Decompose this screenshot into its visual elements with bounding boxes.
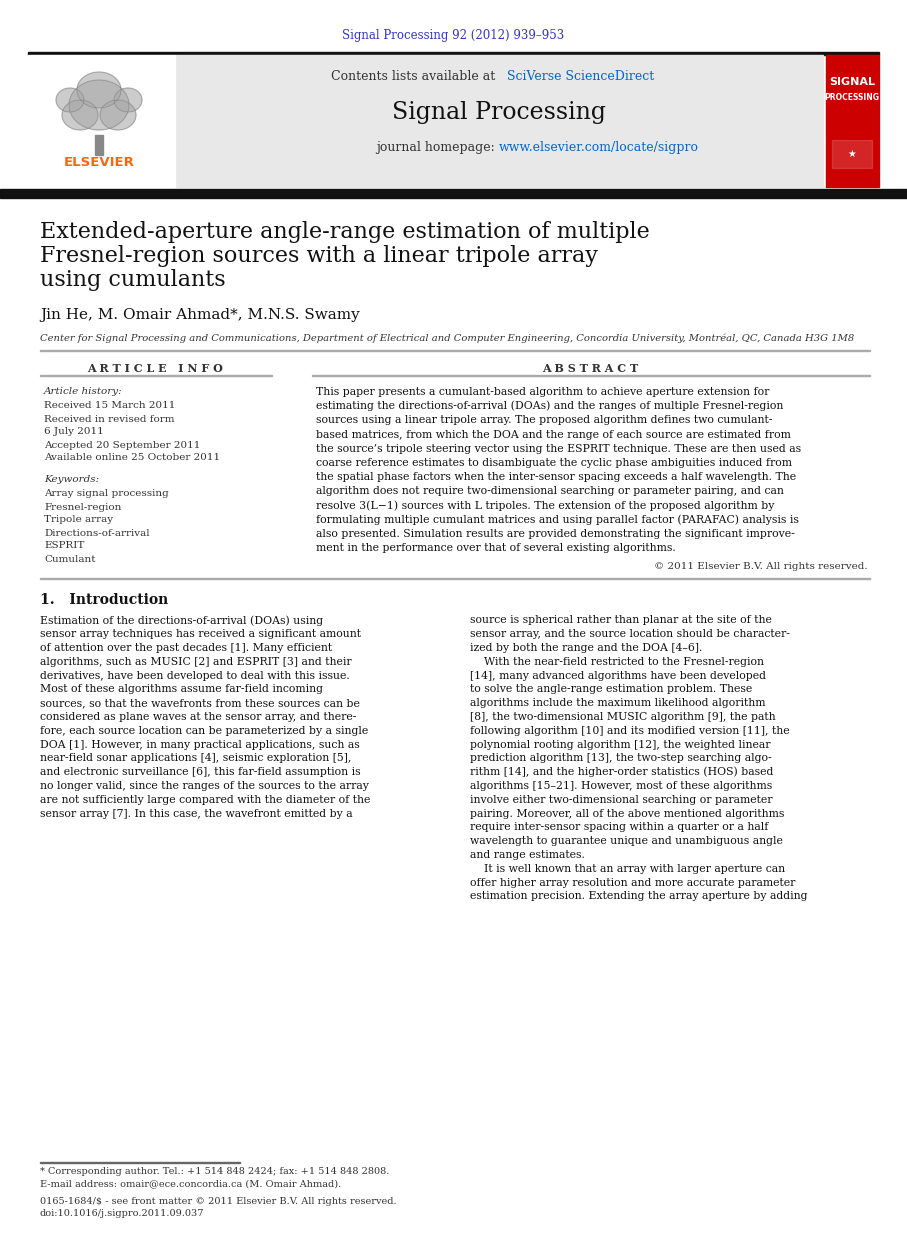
Text: Estimation of the directions-of-arrival (DOAs) using: Estimation of the directions-of-arrival … [40, 615, 323, 625]
Text: near-field sonar applications [4], seismic exploration [5],: near-field sonar applications [4], seism… [40, 754, 351, 764]
Text: Jin He, M. Omair Ahmad*, M.N.S. Swamy: Jin He, M. Omair Ahmad*, M.N.S. Swamy [40, 308, 360, 322]
Text: A B S T R A C T: A B S T R A C T [541, 363, 639, 374]
Text: also presented. Simulation results are provided demonstrating the significant im: also presented. Simulation results are p… [316, 529, 795, 539]
Text: the spatial phase factors when the inter-sensor spacing exceeds a half wavelengt: the spatial phase factors when the inter… [316, 472, 796, 482]
Text: Tripole array: Tripole array [44, 515, 113, 525]
Text: ESPRIT: ESPRIT [44, 541, 84, 551]
Text: of attention over the past decades [1]. Many efficient: of attention over the past decades [1]. … [40, 643, 332, 652]
Text: following algorithm [10] and its modified version [11], the: following algorithm [10] and its modifie… [470, 725, 790, 735]
Text: the source’s tripole steering vector using the ESPRIT technique. These are then : the source’s tripole steering vector usi… [316, 443, 801, 454]
Text: prediction algorithm [13], the two-step searching algo-: prediction algorithm [13], the two-step … [470, 754, 772, 764]
Bar [0, 189, 907, 198]
Text: estimating the directions-of-arrival (DOAs) and the ranges of multiple Fresnel-r: estimating the directions-of-arrival (DO… [316, 401, 784, 411]
Text: require inter-sensor spacing within a quarter or a half: require inter-sensor spacing within a qu… [470, 822, 768, 832]
Text: Article history:: Article history: [44, 387, 122, 396]
Text: 1.   Introduction: 1. Introduction [40, 593, 169, 608]
Text: E-mail address: omair@ece.concordia.ca (M. Omair Ahmad).: E-mail address: omair@ece.concordia.ca (… [40, 1180, 341, 1188]
Text: Directions-of-arrival: Directions-of-arrival [44, 529, 150, 537]
Bar [826, 54, 879, 187]
Text: formulating multiple cumulant matrices and using parallel factor (PARAFAC) analy: formulating multiple cumulant matrices a… [316, 515, 799, 525]
Text: PROCESSING: PROCESSING [824, 93, 880, 102]
Text: polynomial rooting algorithm [12], the weighted linear: polynomial rooting algorithm [12], the w… [470, 739, 771, 749]
Text: Contents lists available at: Contents lists available at [331, 71, 499, 83]
Text: [8], the two-dimensional MUSIC algorithm [9], the path: [8], the two-dimensional MUSIC algorithm… [470, 712, 775, 722]
Polygon shape [100, 100, 136, 130]
Bar [175, 54, 823, 187]
Text: Signal Processing 92 (2012) 939–953: Signal Processing 92 (2012) 939–953 [342, 30, 564, 42]
Text: based matrices, from which the DOA and the range of each source are estimated fr: based matrices, from which the DOA and t… [316, 430, 791, 439]
Text: Fresnel-region sources with a linear tripole array: Fresnel-region sources with a linear tri… [40, 245, 598, 267]
Text: Array signal processing: Array signal processing [44, 489, 169, 499]
Text: SIGNAL: SIGNAL [829, 77, 875, 87]
Text: It is well known that an array with larger aperture can: It is well known that an array with larg… [470, 864, 785, 874]
Text: resolve 3(L−1) sources with L tripoles. The extension of the proposed algorithm : resolve 3(L−1) sources with L tripoles. … [316, 500, 775, 511]
Text: algorithm does not require two-dimensional searching or parameter pairing, and c: algorithm does not require two-dimension… [316, 487, 784, 496]
Text: * Corresponding author. Tel.: +1 514 848 2424; fax: +1 514 848 2808.: * Corresponding author. Tel.: +1 514 848… [40, 1167, 389, 1176]
Text: sources using a linear tripole array. The proposed algorithm defines two cumulan: sources using a linear tripole array. Th… [316, 416, 773, 426]
Text: pairing. Moreover, all of the above mentioned algorithms: pairing. Moreover, all of the above ment… [470, 808, 785, 818]
Text: A R T I C L E   I N F O: A R T I C L E I N F O [87, 363, 223, 374]
Polygon shape [114, 88, 142, 111]
Text: algorithms, such as MUSIC [2] and ESPRIT [3] and their: algorithms, such as MUSIC [2] and ESPRIT… [40, 657, 352, 667]
Text: www.elsevier.com/locate/sigpro: www.elsevier.com/locate/sigpro [499, 141, 699, 155]
Text: Fresnel-region: Fresnel-region [44, 503, 122, 511]
Polygon shape [62, 100, 98, 130]
Text: This paper presents a cumulant-based algorithm to achieve aperture extension for: This paper presents a cumulant-based alg… [316, 387, 769, 397]
Text: 6 July 2011: 6 July 2011 [44, 427, 103, 437]
Polygon shape [69, 80, 129, 130]
Text: 0165-1684/$ - see front matter © 2011 Elsevier B.V. All rights reserved.: 0165-1684/$ - see front matter © 2011 El… [40, 1197, 396, 1207]
Text: With the near-field restricted to the Fresnel-region: With the near-field restricted to the Fr… [470, 657, 764, 667]
Text: Extended-aperture angle-range estimation of multiple: Extended-aperture angle-range estimation… [40, 222, 649, 243]
Text: and electronic surveillance [6], this far-field assumption is: and electronic surveillance [6], this fa… [40, 768, 361, 777]
Text: sensor array [7]. In this case, the wavefront emitted by a: sensor array [7]. In this case, the wave… [40, 808, 353, 818]
Text: Available online 25 October 2011: Available online 25 October 2011 [44, 453, 220, 463]
Text: to solve the angle-range estimation problem. These: to solve the angle-range estimation prob… [470, 685, 752, 695]
Text: Accepted 20 September 2011: Accepted 20 September 2011 [44, 441, 200, 449]
Polygon shape [56, 88, 84, 111]
Bar [28, 52, 879, 54]
Bar [832, 140, 872, 168]
Text: no longer valid, since the ranges of the sources to the array: no longer valid, since the ranges of the… [40, 781, 369, 791]
Text: ELSEVIER: ELSEVIER [63, 156, 134, 170]
Text: Received 15 March 2011: Received 15 March 2011 [44, 401, 175, 411]
Text: wavelength to guarantee unique and unambiguous angle: wavelength to guarantee unique and unamb… [470, 836, 783, 847]
Text: algorithms [15–21]. However, most of these algorithms: algorithms [15–21]. However, most of the… [470, 781, 772, 791]
Text: using cumulants: using cumulants [40, 269, 226, 291]
Text: rithm [14], and the higher-order statistics (HOS) based: rithm [14], and the higher-order statist… [470, 766, 774, 777]
Text: Most of these algorithms assume far-field incoming: Most of these algorithms assume far-fiel… [40, 685, 323, 695]
Text: are not sufficiently large compared with the diameter of the: are not sufficiently large compared with… [40, 795, 370, 805]
Text: algorithms include the maximum likelihood algorithm: algorithms include the maximum likelihoo… [470, 698, 766, 708]
Text: sources, so that the wavefronts from these sources can be: sources, so that the wavefronts from the… [40, 698, 360, 708]
Text: offer higher array resolution and more accurate parameter: offer higher array resolution and more a… [470, 878, 795, 888]
Text: fore, each source location can be parameterized by a single: fore, each source location can be parame… [40, 725, 368, 735]
Text: estimation precision. Extending the array aperture by adding: estimation precision. Extending the arra… [470, 891, 807, 901]
Text: and range estimates.: and range estimates. [470, 851, 585, 860]
Text: ized by both the range and the DOA [4–6].: ized by both the range and the DOA [4–6]… [470, 643, 702, 652]
Text: considered as plane waves at the sensor array, and there-: considered as plane waves at the sensor … [40, 712, 356, 722]
Polygon shape [77, 72, 121, 108]
Text: Center for Signal Processing and Communications, Department of Electrical and Co: Center for Signal Processing and Communi… [40, 333, 854, 343]
Text: Cumulant: Cumulant [44, 555, 95, 563]
Text: ment in the performance over that of several existing algorithms.: ment in the performance over that of sev… [316, 543, 676, 553]
Text: ★: ★ [848, 149, 856, 158]
Text: coarse reference estimates to disambiguate the cyclic phase ambiguities induced : coarse reference estimates to disambigua… [316, 458, 792, 468]
Text: [14], many advanced algorithms have been developed: [14], many advanced algorithms have been… [470, 671, 766, 681]
Text: derivatives, have been developed to deal with this issue.: derivatives, have been developed to deal… [40, 671, 350, 681]
Text: Received in revised form: Received in revised form [44, 415, 174, 423]
Text: © 2011 Elsevier B.V. All rights reserved.: © 2011 Elsevier B.V. All rights reserved… [654, 562, 868, 571]
Text: Signal Processing: Signal Processing [392, 102, 606, 125]
Text: journal homepage:: journal homepage: [376, 141, 499, 155]
Text: sensor array techniques has received a significant amount: sensor array techniques has received a s… [40, 629, 361, 639]
Text: Keywords:: Keywords: [44, 475, 99, 484]
Text: involve either two-dimensional searching or parameter: involve either two-dimensional searching… [470, 795, 773, 805]
Text: sensor array, and the source location should be character-: sensor array, and the source location sh… [470, 629, 790, 639]
Text: DOA [1]. However, in many practical applications, such as: DOA [1]. However, in many practical appl… [40, 739, 360, 749]
Text: SciVerse ScienceDirect: SciVerse ScienceDirect [499, 71, 654, 83]
Text: source is spherical rather than planar at the site of the: source is spherical rather than planar a… [470, 615, 772, 625]
Bar [28, 54, 175, 187]
Bar [95, 135, 103, 155]
Text: doi:10.1016/j.sigpro.2011.09.037: doi:10.1016/j.sigpro.2011.09.037 [40, 1210, 204, 1218]
